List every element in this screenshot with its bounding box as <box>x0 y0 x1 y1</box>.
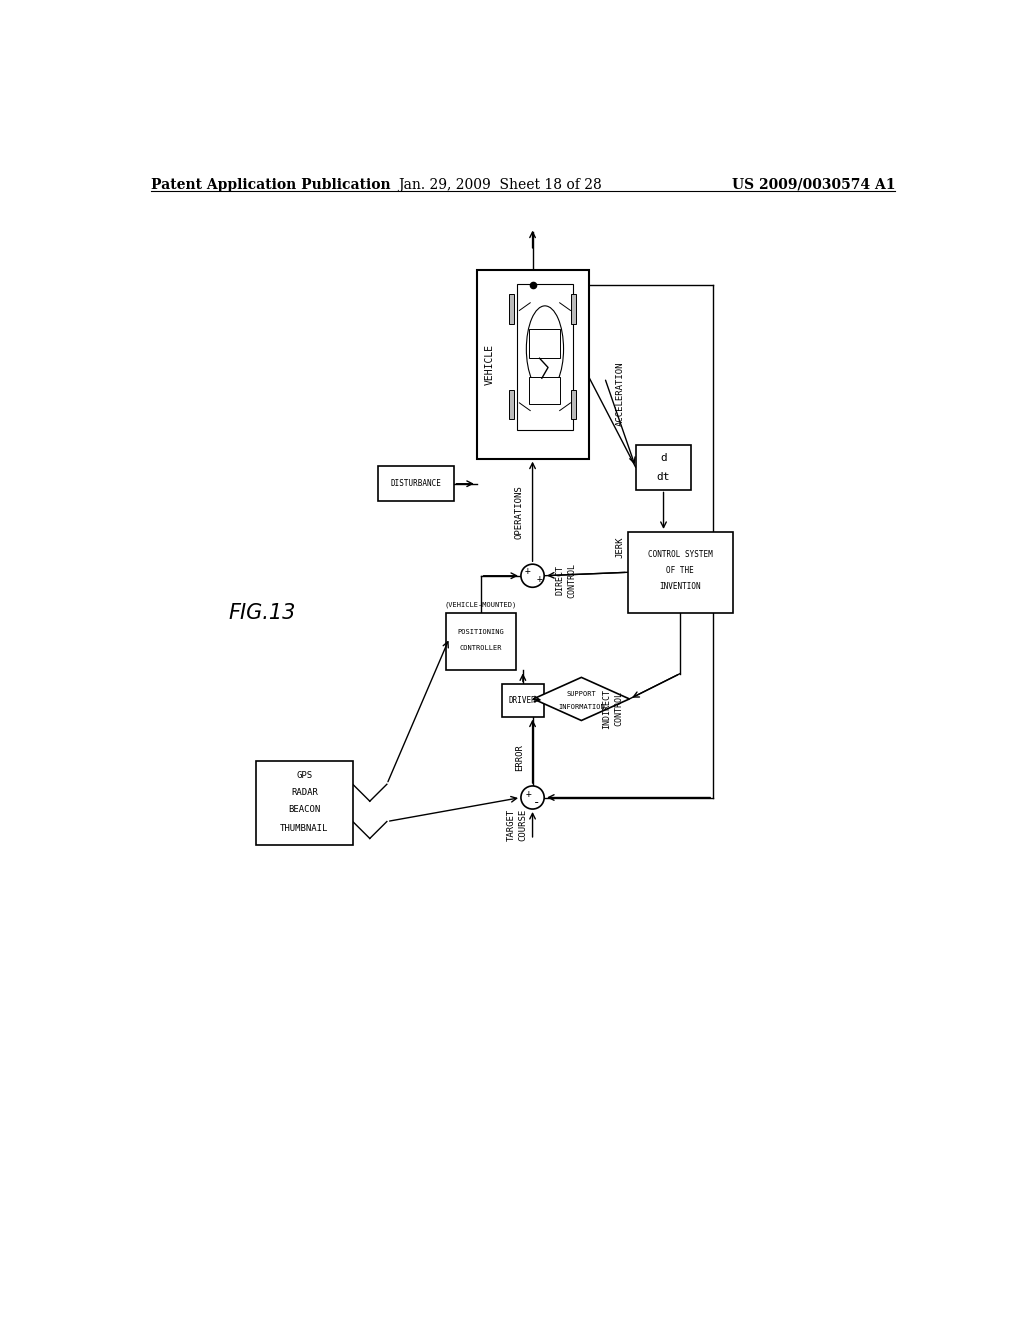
Bar <box>509 294 514 323</box>
Text: DRIVER: DRIVER <box>509 696 537 705</box>
Bar <box>502 684 544 717</box>
Text: INVENTION: INVENTION <box>659 582 701 591</box>
Bar <box>509 389 514 418</box>
Text: COURSE: COURSE <box>519 808 527 841</box>
Text: +: + <box>524 566 530 576</box>
Bar <box>445 612 515 671</box>
Text: CONTROL: CONTROL <box>567 562 577 598</box>
Text: RADAR: RADAR <box>291 788 317 797</box>
Bar <box>529 378 560 404</box>
Text: OPERATIONS: OPERATIONS <box>515 486 524 540</box>
Bar <box>570 389 575 418</box>
Text: INFORMATION: INFORMATION <box>558 704 605 710</box>
Text: JERK: JERK <box>615 536 625 558</box>
Bar <box>517 284 572 430</box>
Text: +: + <box>537 574 543 583</box>
Ellipse shape <box>526 306 563 392</box>
Text: ACCELERATION: ACCELERATION <box>615 360 625 425</box>
Text: GPS: GPS <box>296 771 312 780</box>
Text: Z: Z <box>542 385 549 397</box>
Text: +: + <box>525 788 531 799</box>
Text: US 2009/0030574 A1: US 2009/0030574 A1 <box>732 178 895 191</box>
Text: TARGET: TARGET <box>507 808 516 841</box>
Text: CONTROL SYSTEM: CONTROL SYSTEM <box>648 550 713 560</box>
Text: FIG.13: FIG.13 <box>228 603 296 623</box>
Text: SUPPORT: SUPPORT <box>566 690 596 697</box>
Text: BEACON: BEACON <box>288 805 321 814</box>
Text: ERROR: ERROR <box>515 744 524 771</box>
Text: VEHICLE: VEHICLE <box>485 343 495 385</box>
Bar <box>636 445 691 490</box>
Text: DIRECT: DIRECT <box>556 565 565 595</box>
Bar <box>378 466 454 502</box>
Text: INDIRECT: INDIRECT <box>602 689 611 729</box>
Text: OF THE: OF THE <box>667 566 694 576</box>
Bar <box>628 532 732 612</box>
Bar <box>529 329 560 358</box>
Text: -: - <box>532 796 541 809</box>
Polygon shape <box>534 677 630 721</box>
Text: d: d <box>660 453 667 463</box>
Text: CONTROL: CONTROL <box>614 692 623 726</box>
Text: THUMBNAIL: THUMBNAIL <box>281 824 329 833</box>
Bar <box>477 271 589 459</box>
Text: Patent Application Publication: Patent Application Publication <box>152 178 391 191</box>
Circle shape <box>521 564 544 587</box>
Bar <box>570 294 575 323</box>
Text: DISTURBANCE: DISTURBANCE <box>390 479 441 488</box>
Text: CONTROLLER: CONTROLLER <box>460 644 502 651</box>
Circle shape <box>521 785 544 809</box>
Bar <box>256 760 352 845</box>
Text: Z: Z <box>542 337 549 350</box>
Text: (VEHICLE-MOUNTED): (VEHICLE-MOUNTED) <box>444 602 517 609</box>
Text: dt: dt <box>656 473 671 482</box>
Text: Jan. 29, 2009  Sheet 18 of 28: Jan. 29, 2009 Sheet 18 of 28 <box>398 178 602 191</box>
Text: POSITIONING: POSITIONING <box>458 628 504 635</box>
